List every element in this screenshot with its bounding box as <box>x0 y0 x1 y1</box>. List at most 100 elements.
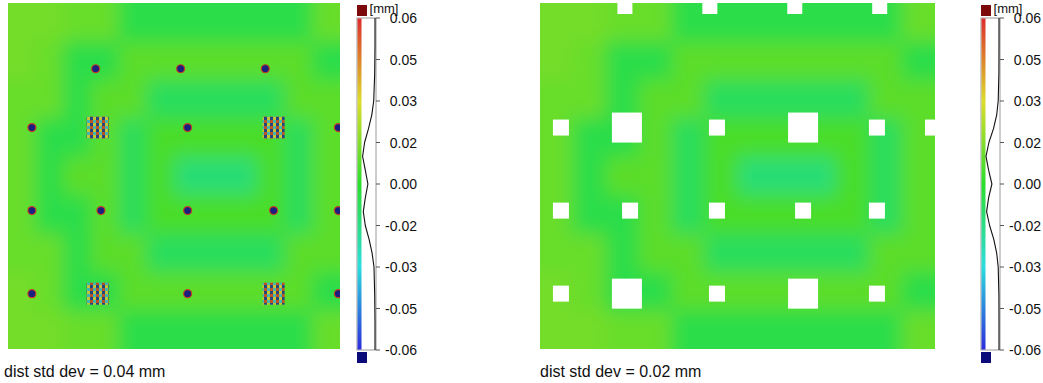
cell <box>738 195 772 234</box>
colorbar-tick-label: -0.06 <box>385 342 417 358</box>
over-range-box <box>357 5 367 16</box>
colorbar-tick-label: -0.06 <box>1009 342 1041 358</box>
cell <box>36 118 65 157</box>
colorbar-tick <box>376 59 380 60</box>
cell <box>91 41 120 80</box>
caption: dist std dev = 0.02 mm <box>540 363 701 380</box>
masked-hole <box>869 120 885 136</box>
colorbar-tick-label: 0.05 <box>390 52 417 68</box>
colorbar-unit: [mm] <box>370 1 399 16</box>
cell <box>174 234 203 273</box>
under-range-box <box>981 352 991 363</box>
cell <box>174 41 203 80</box>
cell <box>869 157 903 196</box>
figure: 0.060.050.030.020.00-0.02-0.03-0.05-0.06… <box>0 0 1043 383</box>
cell <box>639 80 673 119</box>
cell <box>36 195 65 234</box>
cell <box>312 272 340 311</box>
cell <box>738 118 772 157</box>
cell <box>803 234 837 273</box>
cell <box>705 157 739 196</box>
cell <box>36 41 65 80</box>
colorbar-tick-label: 0.00 <box>390 176 417 192</box>
cell <box>312 157 340 196</box>
cell <box>902 195 935 234</box>
cell <box>705 311 739 349</box>
cell <box>738 272 772 311</box>
cell <box>174 311 203 349</box>
defect-dot <box>184 207 192 215</box>
cell <box>229 272 258 311</box>
cell <box>738 80 772 119</box>
cell <box>573 80 607 119</box>
cell <box>63 195 92 234</box>
cell <box>540 195 574 234</box>
cell <box>672 272 706 311</box>
defect-dot <box>184 124 192 132</box>
masked-hole <box>553 203 569 219</box>
cell <box>902 157 935 196</box>
cell <box>639 311 673 349</box>
masked-hole <box>612 279 642 309</box>
cell <box>770 311 804 349</box>
defect-square <box>87 117 109 139</box>
cell <box>705 272 739 311</box>
cell <box>573 195 607 234</box>
masked-hole <box>788 113 818 143</box>
cell <box>573 3 607 42</box>
cell <box>285 311 314 349</box>
cell <box>174 3 203 42</box>
cell <box>8 118 37 157</box>
colorbar-tick-label: -0.02 <box>1009 218 1041 234</box>
cell <box>606 195 640 234</box>
cell <box>174 157 203 196</box>
colorbar-tick <box>1000 142 1004 143</box>
cell <box>91 311 120 349</box>
defect-dot <box>184 290 192 298</box>
cell <box>639 41 673 80</box>
colorbar-strip <box>982 19 986 350</box>
cell <box>146 41 175 80</box>
cell <box>312 80 340 119</box>
cell <box>202 234 231 273</box>
cell <box>672 195 706 234</box>
cell <box>285 157 314 196</box>
cell <box>202 157 231 196</box>
cell <box>257 41 286 80</box>
cell <box>738 234 772 273</box>
defect-dot <box>177 65 185 73</box>
cell <box>312 311 340 349</box>
masked-hole <box>612 113 642 143</box>
cell <box>119 80 148 119</box>
cell <box>606 157 640 196</box>
masked-hole <box>553 120 569 136</box>
colorbar-tick <box>1000 267 1004 268</box>
colorbar-tick-label: -0.05 <box>385 301 417 317</box>
cell <box>312 195 340 234</box>
cell <box>836 157 870 196</box>
cell <box>836 311 870 349</box>
cell <box>869 3 903 42</box>
cell <box>836 234 870 273</box>
cell <box>285 80 314 119</box>
cell <box>312 41 340 80</box>
colorbar-tick-label: 0.03 <box>390 93 417 109</box>
cell <box>540 157 574 196</box>
colorbar-tick-label: 0.03 <box>1014 93 1041 109</box>
cell <box>803 41 837 80</box>
cell <box>540 41 574 80</box>
cell <box>836 195 870 234</box>
cell <box>705 80 739 119</box>
cell <box>119 157 148 196</box>
cell <box>285 234 314 273</box>
cell <box>869 272 903 311</box>
cell <box>803 157 837 196</box>
cell <box>672 41 706 80</box>
cell <box>639 195 673 234</box>
colorbar-tick <box>376 18 380 19</box>
caption: dist std dev = 0.04 mm <box>4 363 165 380</box>
cell <box>738 157 772 196</box>
cell <box>540 118 574 157</box>
cell <box>639 272 673 311</box>
cell <box>606 3 640 42</box>
